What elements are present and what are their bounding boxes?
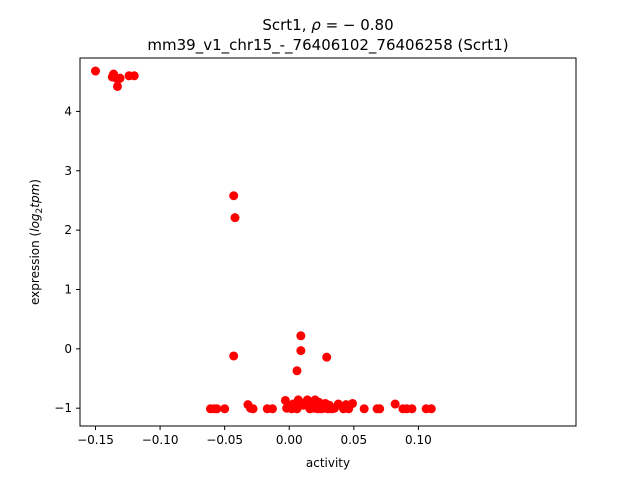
x-tick-label: 0.05 [340,433,367,447]
chart-title-line-1: Scrt1, ρ = − 0.80 [262,16,393,34]
data-point-8 [129,71,139,81]
data-point-24 [267,404,277,414]
y-axis: −1 0 1 2 3 4 [54,104,80,415]
data-point-18 [212,404,222,414]
data-point-64 [390,399,400,409]
plot-area [91,66,436,414]
chart-title-line-2: mm39_v1_chr15_-_76406102_76406258 (Scrt1… [147,36,508,55]
y-tick-label: 0 [64,342,72,356]
data-point-67 [407,404,417,414]
data-point-69 [426,404,436,414]
y-tick-label: 2 [64,223,72,237]
data-point-14 [292,366,302,376]
data-point-12 [296,331,306,341]
y-axis-label: expression (log2tpm) [28,179,45,305]
data-point-60 [348,398,358,408]
y-tick-label: 1 [64,282,72,296]
data-point-0 [91,66,100,76]
y-tick-label: 3 [64,164,72,178]
data-point-25 [280,395,290,405]
data-point-15 [322,352,332,362]
x-tick-label: 0.00 [276,433,303,447]
data-point-6 [112,81,122,91]
data-point-9 [229,191,239,201]
y-tick-label: 4 [64,104,72,118]
x-axis-label: activity [306,456,350,470]
y-tick-label: −1 [54,401,72,415]
x-tick-label: −0.15 [77,433,114,447]
data-point-10 [230,213,240,223]
data-point-63 [375,404,385,414]
x-tick-label: 0.10 [405,433,432,447]
data-point-13 [296,346,306,356]
axes-frame [79,57,577,427]
data-point-22 [248,404,258,414]
data-point-5 [115,73,125,83]
x-axis: −0.15 −0.10 −0.05 0.00 0.05 0.10 [77,426,432,447]
x-tick-label: −0.10 [142,433,179,447]
data-point-19 [220,404,230,414]
x-tick-label: −0.05 [206,433,243,447]
data-point-61 [359,404,369,414]
data-point-11 [229,351,239,361]
